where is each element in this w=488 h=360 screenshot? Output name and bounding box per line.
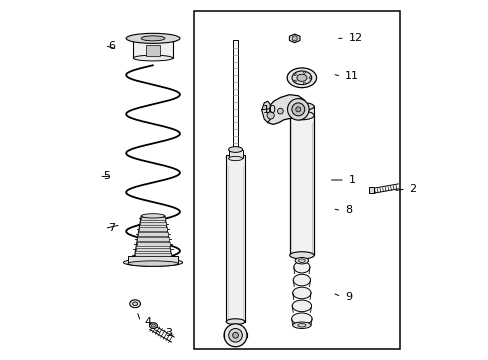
Circle shape [305,105,307,108]
Polygon shape [265,95,305,125]
Text: 11: 11 [344,71,358,81]
Ellipse shape [132,302,137,306]
Ellipse shape [151,324,155,327]
Circle shape [291,103,304,116]
Bar [146,45,160,56]
Text: 7: 7 [108,224,115,233]
Circle shape [277,108,283,114]
Bar [128,256,178,264]
Circle shape [291,36,297,41]
Text: 3: 3 [165,328,172,338]
Ellipse shape [149,323,157,328]
Polygon shape [261,101,270,123]
Text: 8: 8 [344,206,351,216]
Ellipse shape [286,68,316,87]
Ellipse shape [141,36,164,41]
Circle shape [293,80,296,82]
Circle shape [303,104,305,106]
Ellipse shape [133,55,172,61]
Circle shape [303,82,305,84]
Ellipse shape [228,156,242,161]
Bar [138,232,167,236]
Bar [139,227,167,230]
Ellipse shape [295,257,308,264]
Circle shape [303,71,305,73]
Ellipse shape [293,261,309,273]
Circle shape [266,112,274,119]
Ellipse shape [293,274,310,286]
Ellipse shape [292,300,311,312]
Bar [289,107,313,116]
Bar [133,39,172,58]
Circle shape [287,99,308,120]
Ellipse shape [289,111,313,120]
Ellipse shape [129,300,140,308]
Ellipse shape [141,214,164,218]
Bar [136,242,169,246]
Bar [368,187,373,193]
Ellipse shape [298,259,305,262]
Ellipse shape [228,147,242,152]
Bar [137,237,168,241]
Text: 1: 1 [348,175,355,185]
Text: 12: 12 [348,33,362,43]
Bar [289,116,313,255]
Bar [194,12,400,348]
Bar [135,248,170,251]
Circle shape [308,77,310,79]
Bar [232,40,238,155]
Text: 2: 2 [408,184,416,194]
Text: 6: 6 [108,41,115,50]
Circle shape [295,107,300,112]
Circle shape [293,73,296,76]
Ellipse shape [128,261,178,266]
Circle shape [295,105,297,108]
Circle shape [299,104,304,109]
Bar [140,222,166,225]
Ellipse shape [291,71,311,85]
Bar [226,155,244,321]
Bar [228,149,242,158]
Text: 10: 10 [262,105,276,115]
Ellipse shape [123,258,182,266]
Polygon shape [289,34,299,42]
Ellipse shape [291,313,311,325]
Circle shape [228,328,242,342]
Circle shape [303,107,305,109]
Ellipse shape [226,319,244,324]
Circle shape [298,104,300,106]
Circle shape [298,107,300,109]
Text: 4: 4 [144,317,151,327]
Ellipse shape [296,74,306,81]
Ellipse shape [289,103,313,111]
Text: 9: 9 [344,292,351,302]
Bar [141,217,165,220]
Ellipse shape [126,33,180,43]
Ellipse shape [289,252,313,259]
Ellipse shape [292,287,310,299]
Circle shape [224,324,246,347]
Polygon shape [134,216,171,257]
Ellipse shape [292,322,310,328]
Circle shape [232,332,238,338]
Bar [135,253,171,256]
Ellipse shape [297,323,305,327]
Text: 5: 5 [102,171,110,181]
